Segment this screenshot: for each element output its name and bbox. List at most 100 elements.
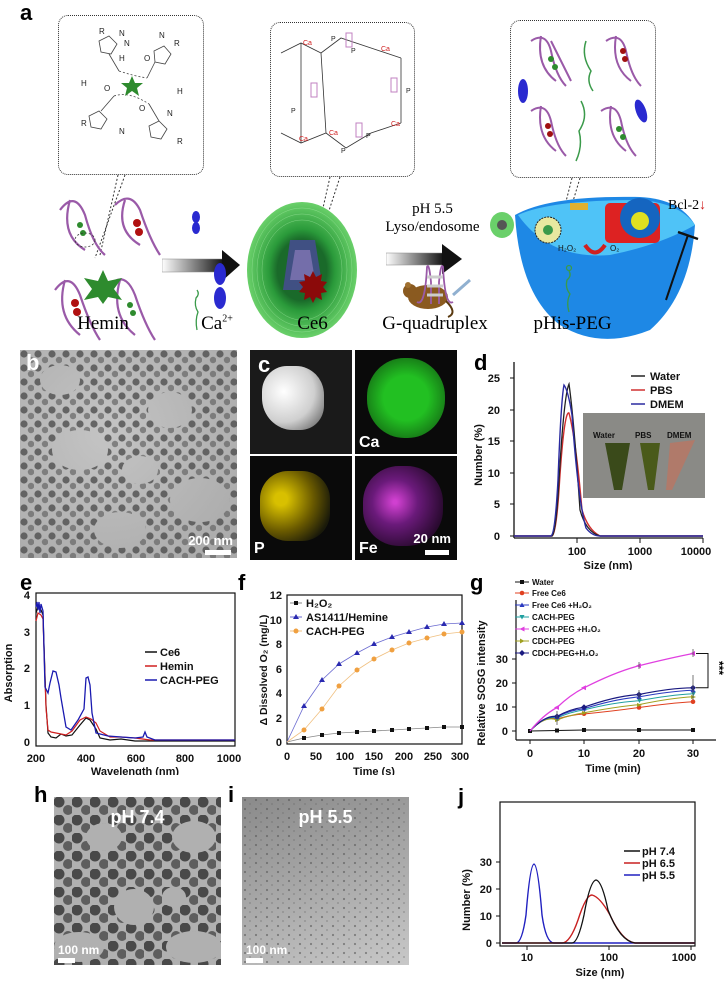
svg-text:100: 100 bbox=[600, 952, 618, 964]
svg-text:Ca: Ca bbox=[391, 121, 400, 128]
svg-text:H: H bbox=[177, 87, 183, 96]
ph-label-i: pH 5.5 bbox=[298, 807, 353, 827]
inset-photo-tubes: Water PBS DMEM bbox=[583, 413, 705, 498]
svg-text:20: 20 bbox=[480, 884, 492, 896]
svg-text:P: P bbox=[351, 48, 356, 55]
scale-bar-b bbox=[205, 550, 231, 555]
svg-text:Water: Water bbox=[593, 431, 615, 440]
ca-ion-small-icon bbox=[192, 211, 200, 234]
svg-text:5: 5 bbox=[494, 499, 500, 511]
curve-as1411-hemine bbox=[286, 622, 463, 743]
svg-text:12: 12 bbox=[270, 590, 282, 602]
svg-text:10000: 10000 bbox=[681, 546, 712, 558]
svg-text:P: P bbox=[331, 36, 336, 43]
svg-text:10: 10 bbox=[496, 702, 508, 714]
haadf-tile: c bbox=[250, 350, 352, 454]
chart-d-dls-stability: 0 5 10 15 20 25 100 1000 10000 Size (nm)… bbox=[473, 362, 712, 570]
markers-cach-peg bbox=[301, 629, 465, 733]
legend-g: Water Free Ce6 Free Ce6 +H₂O₂ CACH-PEG C… bbox=[515, 578, 601, 658]
svg-text:30: 30 bbox=[687, 748, 699, 760]
svg-text:Water: Water bbox=[532, 578, 554, 587]
svg-text:pH 6.5: pH 6.5 bbox=[642, 858, 675, 870]
svg-text:6: 6 bbox=[276, 664, 282, 676]
svg-text:0: 0 bbox=[527, 748, 533, 760]
hemin-star-icon bbox=[121, 76, 143, 96]
ph-label-h: pH 7.4 bbox=[110, 807, 165, 827]
x-axis-label: Size (nm) bbox=[576, 967, 625, 979]
h2o2-label: H₂O₂ bbox=[558, 244, 576, 253]
tem-image-i: pH 5.5 100 nm bbox=[242, 797, 409, 965]
y-axis-label: Relative SOSG intensity bbox=[476, 619, 488, 745]
endocytosis-arrow bbox=[386, 244, 462, 274]
svg-text:N: N bbox=[167, 109, 173, 118]
curve-ph-6-5 bbox=[502, 894, 695, 944]
svg-text:Ca: Ca bbox=[299, 136, 308, 143]
svg-text:0: 0 bbox=[24, 737, 30, 749]
callout-released-components bbox=[510, 20, 656, 178]
ca-legend-icon bbox=[214, 263, 226, 309]
chart-g-sosg: 0 10 20 30 0 10 20 30 Time (min) Relativ… bbox=[476, 578, 726, 775]
eds-map-grid-c: c Ca P Fe 20 nm bbox=[250, 350, 457, 560]
lyso-endosome-text: Lyso/endosome bbox=[385, 219, 480, 235]
svg-text:N: N bbox=[119, 127, 125, 136]
panel-label-h: h bbox=[34, 782, 48, 807]
svg-text:CACH-PEG +H₂O₂: CACH-PEG +H₂O₂ bbox=[532, 625, 601, 634]
ca-map-label: Ca bbox=[359, 434, 380, 451]
svg-text:R: R bbox=[99, 27, 105, 36]
legend-label-ce6: Ce6 bbox=[297, 313, 328, 334]
synthesis-arrow bbox=[162, 250, 240, 281]
svg-text:0: 0 bbox=[276, 737, 282, 749]
markers-as1411-hemine bbox=[301, 620, 465, 708]
svg-text:2: 2 bbox=[276, 713, 282, 725]
legend-d: Water PBS DMEM bbox=[631, 371, 684, 411]
svg-text:H: H bbox=[81, 79, 87, 88]
svg-text:P: P bbox=[406, 88, 411, 95]
svg-text:H₂O₂: H₂O₂ bbox=[306, 598, 332, 610]
scale-bar-i bbox=[246, 958, 263, 963]
ph-value-text: pH 5.5 bbox=[412, 201, 453, 217]
x-axis-label: Time (min) bbox=[585, 763, 641, 775]
legend-j: pH 7.4 pH 6.5 pH 5.5 bbox=[624, 846, 676, 882]
tem-image-h: pH 7.4 100 nm bbox=[54, 797, 221, 965]
panel-label-c: c bbox=[258, 352, 271, 377]
svg-text:100: 100 bbox=[568, 546, 586, 558]
y-axis-label: Δ Dissolved O₂ (mg/L) bbox=[258, 615, 270, 726]
svg-text:H: H bbox=[119, 54, 125, 63]
svg-text:Free Ce6: Free Ce6 bbox=[532, 589, 566, 598]
svg-text:Ca: Ca bbox=[329, 130, 338, 137]
svg-text:4: 4 bbox=[276, 688, 283, 700]
panel-label-g: g bbox=[470, 570, 484, 595]
y-axis-label: Absorption bbox=[3, 643, 15, 702]
legend-label-phis-peg: pHis-PEG bbox=[533, 313, 612, 334]
svg-text:CACH-PEG: CACH-PEG bbox=[306, 626, 365, 638]
o2-label: O₂ bbox=[610, 244, 619, 253]
svg-text:20: 20 bbox=[633, 748, 645, 760]
dispersed-fragment-texture bbox=[242, 797, 409, 965]
hemin-legend-icon bbox=[84, 270, 122, 304]
p-map-label: P bbox=[254, 540, 265, 557]
bcl2-label: Bcl-2↓ bbox=[668, 198, 707, 213]
curve-cdch-peg bbox=[529, 696, 694, 732]
svg-text:Hemin: Hemin bbox=[160, 661, 194, 673]
ce6-legend-icon bbox=[299, 271, 327, 303]
scale-bar-h bbox=[58, 958, 75, 963]
curve-ce6 bbox=[35, 605, 235, 742]
legend-label-ca: Ca2+ bbox=[201, 313, 233, 334]
svg-text:Water: Water bbox=[650, 371, 681, 383]
panel-label-f: f bbox=[238, 570, 246, 595]
svg-text:10: 10 bbox=[270, 615, 282, 627]
dense-nanoparticle-texture bbox=[54, 797, 221, 965]
svg-text:400: 400 bbox=[77, 753, 95, 765]
svg-text:P: P bbox=[366, 133, 371, 140]
svg-text:PBS: PBS bbox=[650, 385, 673, 397]
svg-text:10: 10 bbox=[480, 911, 492, 923]
svg-text:CDCH-PEG+H₂O₂: CDCH-PEG+H₂O₂ bbox=[532, 649, 599, 658]
svg-text:800: 800 bbox=[176, 753, 194, 765]
svg-text:600: 600 bbox=[127, 753, 145, 765]
svg-text:25: 25 bbox=[488, 373, 500, 385]
svg-text:30: 30 bbox=[496, 654, 508, 666]
cancer-cell-illustration: H₂O₂ O₂ bbox=[490, 196, 695, 339]
svg-text:Ca: Ca bbox=[303, 40, 312, 47]
